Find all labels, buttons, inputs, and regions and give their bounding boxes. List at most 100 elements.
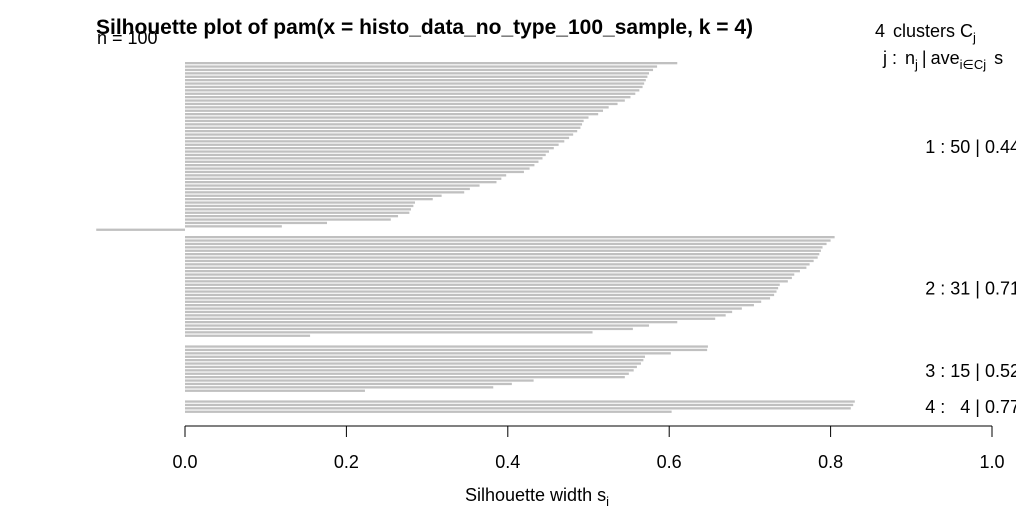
silhouette-bar — [185, 403, 854, 407]
silhouette-bar — [185, 160, 539, 163]
silhouette-bar — [185, 75, 648, 78]
silhouette-bar — [185, 62, 678, 65]
silhouette-bar — [185, 253, 820, 256]
silhouette-bar — [185, 191, 465, 194]
silhouette-bar — [185, 109, 604, 112]
silhouette-bar — [185, 273, 795, 276]
x-tick-label: 1.0 — [979, 452, 1004, 472]
silhouette-bar — [185, 130, 578, 133]
clusters-header-subscript: j — [972, 30, 976, 45]
silhouette-bar — [185, 143, 559, 146]
x-axis-label-subscript: i — [606, 494, 609, 509]
silhouette-bar — [185, 187, 470, 191]
silhouette-bar — [185, 150, 549, 153]
silhouette-bar — [185, 348, 708, 352]
silhouette-bar — [185, 236, 835, 239]
silhouette-bar — [185, 290, 777, 293]
silhouette-bar — [185, 310, 733, 314]
silhouette-bar — [185, 355, 645, 358]
silhouette-bar — [185, 266, 807, 269]
silhouette-bar — [185, 119, 584, 123]
silhouette-bar — [185, 106, 609, 109]
silhouette-bar — [185, 317, 716, 320]
cluster-summary-1: 1 : 50 | 0.44 — [925, 137, 1016, 157]
x-tick-label: 0.2 — [334, 452, 359, 472]
column-header-separator: | — [922, 48, 927, 68]
silhouette-bar — [185, 99, 625, 102]
silhouette-bar — [185, 153, 546, 157]
silhouette-bar — [185, 126, 581, 129]
silhouette-bar — [185, 379, 534, 382]
silhouette-bar — [185, 198, 433, 201]
silhouette-bar — [185, 177, 502, 180]
silhouette-bar — [185, 359, 644, 362]
silhouette-bar — [185, 280, 788, 283]
silhouette-bar — [185, 211, 410, 214]
silhouette-bar — [185, 174, 507, 177]
silhouette-bar — [185, 215, 399, 218]
silhouette-bar — [185, 113, 599, 116]
silhouette-bar — [185, 242, 827, 246]
silhouette-bar — [185, 184, 480, 187]
silhouette-bar — [185, 204, 414, 208]
silhouette-bar — [185, 352, 671, 355]
silhouette-bar — [185, 400, 855, 403]
silhouette-bar — [185, 321, 678, 324]
x-axis-label-text: Silhouette width s — [465, 485, 606, 505]
silhouette-bar — [185, 221, 328, 225]
column-header: j : nj | avei∈Cj s — [882, 48, 1003, 72]
silhouette-bar — [185, 246, 823, 249]
silhouette-bar — [185, 123, 583, 126]
silhouette-bar — [185, 116, 589, 119]
silhouette-bar — [185, 157, 543, 160]
silhouette-bar — [185, 68, 654, 72]
silhouette-bar — [185, 218, 391, 221]
silhouette-bar — [185, 300, 762, 303]
chart-title: Silhouette plot of pam(x = histo_data_no… — [96, 16, 753, 39]
cluster-summary-3: 3 : 15 | 0.52 — [925, 361, 1016, 381]
x-tick-label: 0.4 — [495, 452, 520, 472]
silhouette-bar — [185, 410, 672, 413]
clusters-count: 4 — [875, 21, 885, 41]
silhouette-bar — [185, 365, 637, 369]
silhouette-bar — [185, 256, 818, 259]
silhouette-bar — [185, 65, 658, 68]
silhouette-bar — [185, 331, 593, 334]
silhouette-bar — [185, 164, 535, 167]
silhouette-bar — [185, 287, 779, 290]
silhouette-bar — [185, 297, 771, 300]
x-tick-label: 0.0 — [172, 452, 197, 472]
silhouette-bar — [185, 382, 512, 386]
silhouette-bar — [185, 259, 814, 263]
silhouette-bar — [185, 167, 530, 170]
silhouette-bar — [185, 92, 636, 95]
silhouette-bar — [185, 314, 726, 317]
silhouette-bar — [185, 324, 650, 327]
silhouette-bar — [185, 201, 415, 204]
silhouette-bar — [185, 136, 570, 140]
x-tick-label: 0.8 — [818, 452, 843, 472]
silhouette-bar — [185, 82, 645, 85]
silhouette-bar — [185, 283, 780, 286]
silhouette-bar — [185, 270, 800, 273]
silhouette-bar — [185, 345, 708, 348]
silhouette-bar — [185, 372, 629, 375]
silhouette-bar — [185, 170, 524, 174]
silhouette-bar — [185, 96, 631, 99]
cluster-summary-4: 4 : 4 | 0.77 — [925, 397, 1016, 417]
silhouette-bar — [185, 263, 810, 266]
column-header-ave-subscript: i∈Cj — [960, 57, 987, 72]
x-tick-label: 0.6 — [657, 452, 682, 472]
silhouette-bars — [96, 62, 855, 413]
silhouette-bar — [185, 140, 565, 143]
silhouette-bar — [96, 228, 185, 231]
silhouette-bar — [185, 307, 742, 310]
silhouette-bar — [185, 79, 646, 82]
silhouette-bar — [185, 102, 618, 106]
silhouette-bar — [185, 304, 754, 307]
silhouette-bar — [185, 194, 442, 197]
cluster-summaries: 1 : 50 | 0.44 2 : 31 | 0.71 3 : 15 | 0.52 4… — [925, 137, 1016, 417]
column-header-ave: ave — [931, 48, 960, 68]
clusters-header: 4 clusters Cj — [875, 21, 976, 45]
